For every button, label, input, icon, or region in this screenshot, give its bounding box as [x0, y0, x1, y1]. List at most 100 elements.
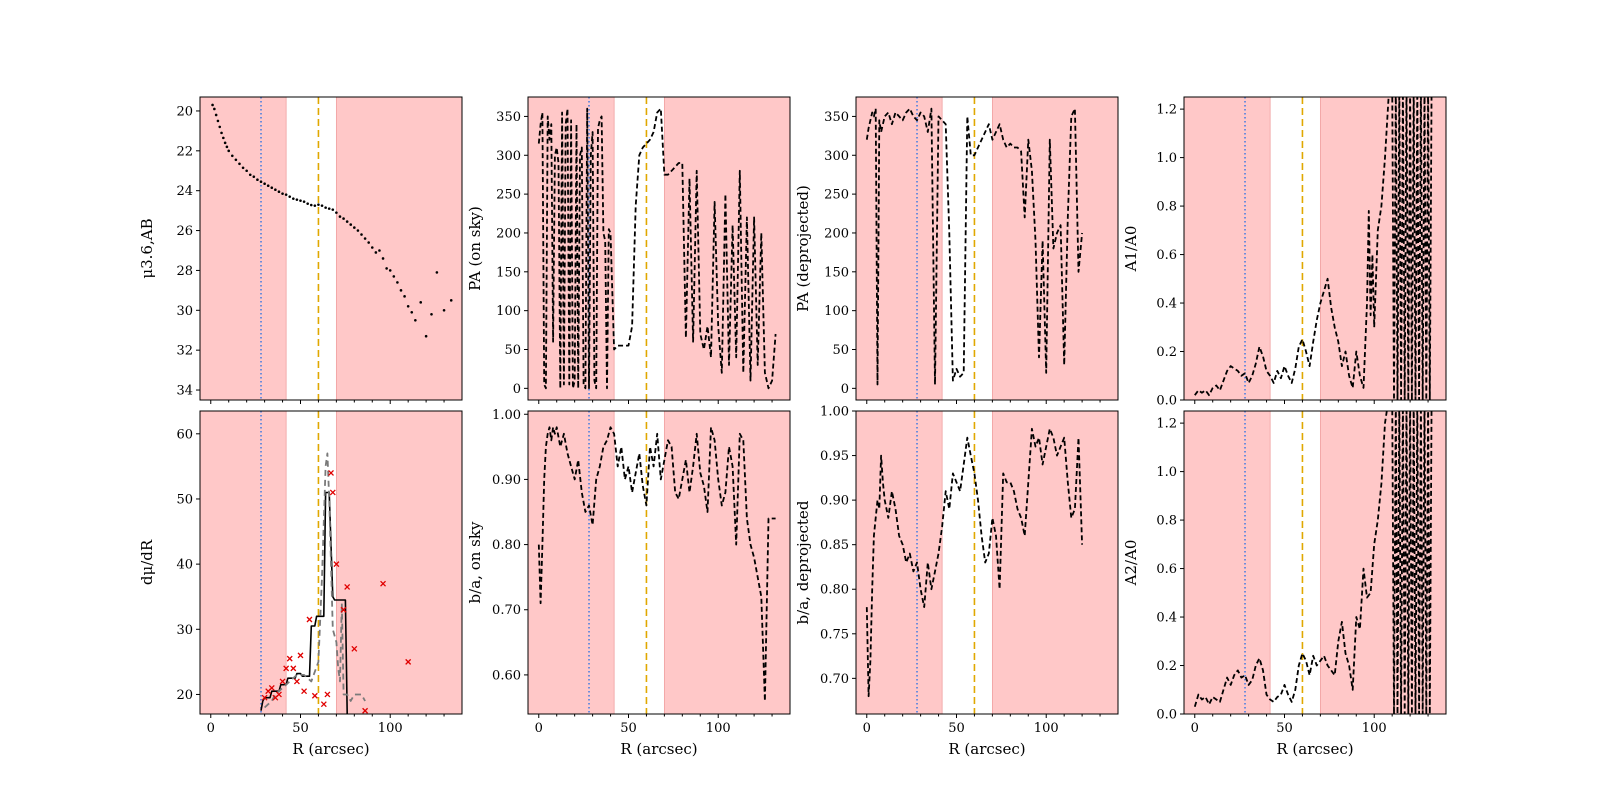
- shaded-region: [200, 411, 287, 714]
- y-tick-label: 0.2: [1156, 345, 1177, 360]
- y-tick-label: 250: [496, 188, 521, 203]
- data-point: [218, 125, 222, 129]
- data-point: [245, 169, 248, 173]
- x-tick-label: 50: [1276, 721, 1293, 736]
- x-axis-label: R (arcsec): [292, 740, 369, 758]
- shaded-region: [1184, 97, 1271, 400]
- data-point: [424, 334, 428, 338]
- x-tick-label: 0: [863, 721, 871, 736]
- y-tick-label: 0.8: [1156, 200, 1177, 215]
- y-tick-label: 150: [496, 265, 521, 280]
- y-tick-label: 350: [496, 110, 521, 125]
- data-point: [442, 308, 446, 312]
- series-line: [537, 426, 776, 702]
- plot-area-a1: [1184, 97, 1446, 400]
- y-tick-label: 0.95: [820, 449, 849, 464]
- shaded-region: [336, 411, 462, 714]
- y-tick-label: 0.4: [1156, 611, 1177, 626]
- marker-cross: [293, 678, 300, 685]
- axes-frame: [527, 96, 791, 401]
- y-tick-label: 300: [824, 149, 849, 164]
- y-tick-label: 0.4: [1156, 297, 1177, 312]
- data-point: [259, 180, 263, 184]
- y-axis-label: dμ/dR: [138, 539, 156, 585]
- data-point: [385, 267, 388, 270]
- axes-frame: [199, 410, 463, 715]
- marker-cross: [286, 655, 293, 662]
- y-tick-label: 22: [176, 144, 193, 159]
- marker-cross: [275, 691, 282, 698]
- data-point: [295, 198, 299, 201]
- axes-frame: [1183, 410, 1447, 715]
- data-point: [327, 207, 331, 210]
- data-point: [370, 246, 374, 249]
- y-tick-label: 20: [176, 104, 193, 119]
- marker-cross: [324, 691, 331, 698]
- panel-pa_deproj: 0 50 100 150 200 250 300 350 PA (deprojected): [794, 96, 1119, 404]
- data-point: [214, 113, 218, 117]
- y-tick-label: 0.75: [820, 627, 849, 642]
- data-point: [270, 186, 274, 190]
- x-tick-label: 50: [620, 721, 637, 736]
- data-point: [430, 312, 433, 316]
- y-tick-label: 0.80: [492, 538, 521, 553]
- x-tick-label: 0: [535, 721, 543, 736]
- data-point: [396, 281, 399, 284]
- y-tick-label: 1.00: [492, 408, 521, 423]
- y-tick-label: 100: [824, 304, 849, 319]
- marker-cross: [329, 489, 336, 496]
- series-line: [865, 427, 1083, 698]
- shaded-region: [1184, 411, 1271, 714]
- shaded-region: [856, 97, 943, 400]
- data-point: [388, 269, 392, 272]
- y-tick-label: 100: [496, 304, 521, 319]
- y-tick-label: 30: [176, 304, 193, 319]
- data-point: [241, 166, 245, 170]
- data-point: [213, 107, 216, 111]
- marker-cross: [405, 658, 412, 665]
- y-tick-label: 200: [824, 226, 849, 241]
- y-tick-label: 34: [176, 384, 193, 399]
- panel-a1: 0.0 0.2 0.4 0.6 0.8 1.0 1.2 A1/A0: [1122, 96, 1447, 409]
- marker-cross: [351, 645, 358, 652]
- data-point: [320, 204, 324, 207]
- data-point: [288, 195, 292, 198]
- data-point: [238, 162, 241, 166]
- y-axis-label: A1/A0: [1122, 226, 1140, 273]
- y-tick-label: 1.0: [1156, 151, 1177, 166]
- panel-a2: 0.0 0.2 0.4 0.6 0.8 1.0 1.2 0 50 100 R (arcsec) A2/…: [1122, 410, 1447, 758]
- axes-frame: [855, 410, 1119, 715]
- data-point: [313, 204, 317, 207]
- y-tick-label: 1.00: [820, 405, 849, 420]
- data-point: [252, 175, 256, 179]
- x-axis-label: R (arcsec): [1276, 740, 1353, 758]
- marker-cross: [301, 688, 308, 695]
- y-tick-label: 0.0: [1156, 708, 1177, 723]
- y-tick-label: 0.6: [1156, 562, 1177, 577]
- y-tick-label: 0.70: [820, 672, 849, 687]
- data-point: [299, 199, 302, 202]
- series-line: [1194, 97, 1433, 400]
- data-point: [274, 188, 277, 191]
- y-tick-label: 60: [176, 427, 193, 442]
- plot-area-ba_deproj: [856, 411, 1118, 714]
- data-point: [266, 184, 270, 188]
- data-point: [284, 193, 288, 196]
- data-point: [222, 136, 225, 140]
- y-tick-label: 28: [176, 264, 193, 279]
- data-point: [306, 202, 309, 205]
- y-tick-label: 20: [176, 688, 193, 703]
- y-tick-label: 0.85: [820, 538, 849, 553]
- panel-pa_sky: 0 50 100 150 200 250 300 350 PA (on sky): [466, 96, 791, 404]
- plot-area-mu: [200, 97, 462, 400]
- data-point: [356, 229, 360, 232]
- marker-cross: [297, 652, 304, 659]
- y-tick-label: 40: [176, 558, 193, 573]
- y-tick-label: 32: [176, 344, 193, 359]
- panel-ba_deproj: 0.70 0.75 0.80 0.85 0.90 0.95 1.00 0 50 100 R (arc…: [794, 405, 1119, 758]
- y-axis-label: b/a, deprojected: [794, 500, 812, 624]
- data-point: [324, 206, 327, 209]
- shaded-region: [992, 411, 1118, 714]
- panel-ba_sky: 0.60 0.70 0.80 0.90 1.00 0 50 100 R (arcsec) b/a,…: [466, 408, 791, 758]
- data-point: [292, 197, 295, 200]
